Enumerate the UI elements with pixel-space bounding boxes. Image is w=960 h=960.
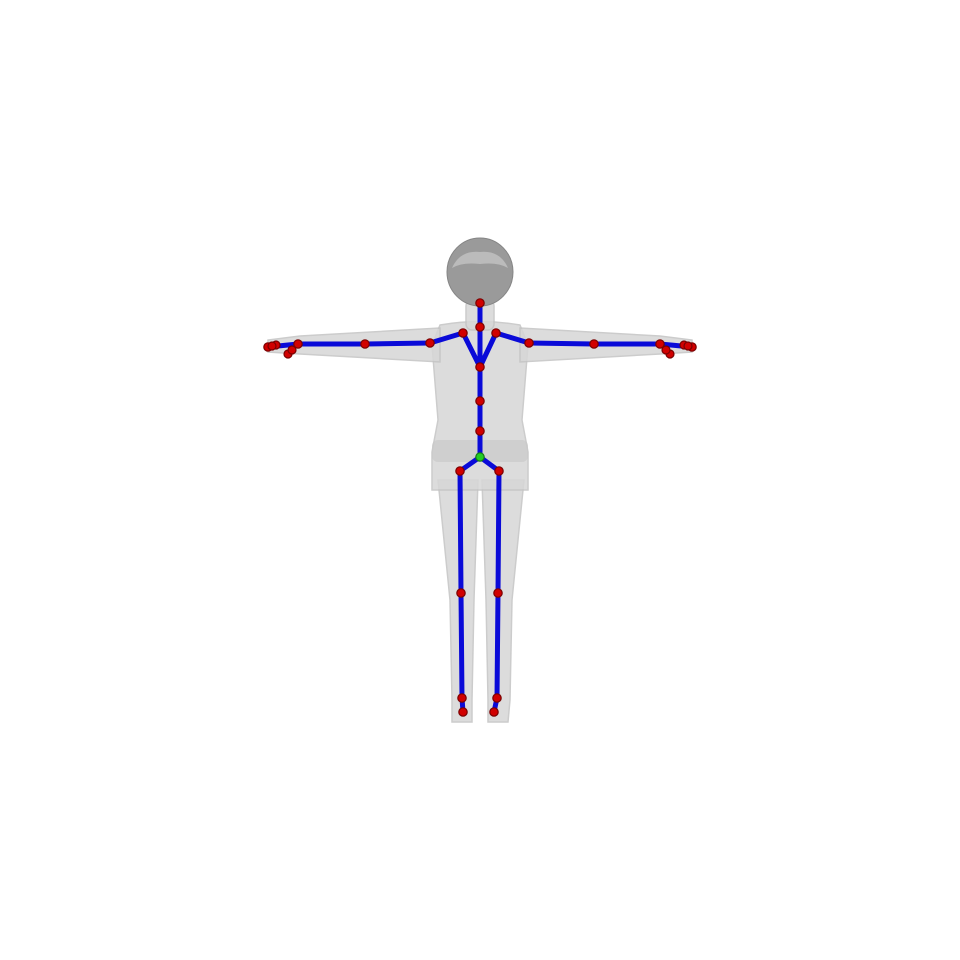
joint-head — [475, 298, 485, 308]
joint-right-leg — [493, 588, 503, 598]
joint-hips — [475, 452, 485, 462]
joint-neck — [475, 322, 485, 332]
joint-finger-tip — [683, 341, 693, 351]
bone-right_shoulder-right_arm — [493, 330, 532, 346]
bone-right_upleg-right_leg — [495, 468, 502, 596]
joint-left-leg — [456, 588, 466, 598]
joint-right-arm — [524, 338, 534, 348]
joint-right-toe — [489, 707, 499, 717]
joint-left-shoulder — [458, 328, 468, 338]
body-mesh — [267, 237, 693, 723]
bone-right_leg-right_foot — [494, 590, 501, 701]
joint-left-toe — [458, 707, 468, 717]
joint-right-hand — [655, 339, 665, 349]
left-leg-mesh — [481, 479, 525, 723]
joint-right-shoulder — [491, 328, 501, 338]
joint-finger-tip — [267, 341, 277, 351]
joint-left-forearm — [360, 339, 370, 349]
skeleton-joints — [263, 298, 697, 717]
joint-left-hand — [293, 339, 303, 349]
joint-spine1 — [475, 396, 485, 406]
joint-right-forearm — [589, 339, 599, 349]
joint-left-arm — [425, 338, 435, 348]
joint-right-foot — [492, 693, 502, 703]
joint-spine — [475, 426, 485, 436]
right-leg-mesh — [437, 479, 479, 723]
bone-left_leg-left_foot — [458, 590, 465, 701]
joint-finger-tip — [287, 345, 297, 355]
head-hair — [446, 237, 514, 307]
joint-finger-tip — [661, 345, 671, 355]
bone-spine2-right_shoulder — [477, 330, 499, 370]
bone-right_arm-right_forearm — [526, 340, 597, 347]
joint-left-foot — [457, 693, 467, 703]
bone-left_shoulder-left_arm — [427, 330, 466, 346]
joint-right-upleg — [494, 466, 504, 476]
hair-strands — [452, 251, 508, 268]
skeleton-bones — [265, 300, 695, 715]
bone-spine2-left_shoulder — [460, 330, 483, 370]
joint-spine2 — [475, 362, 485, 372]
bone-left_arm-left_forearm — [362, 340, 433, 347]
joint-left-upleg — [455, 466, 465, 476]
bone-left_upleg-left_leg — [457, 468, 464, 596]
